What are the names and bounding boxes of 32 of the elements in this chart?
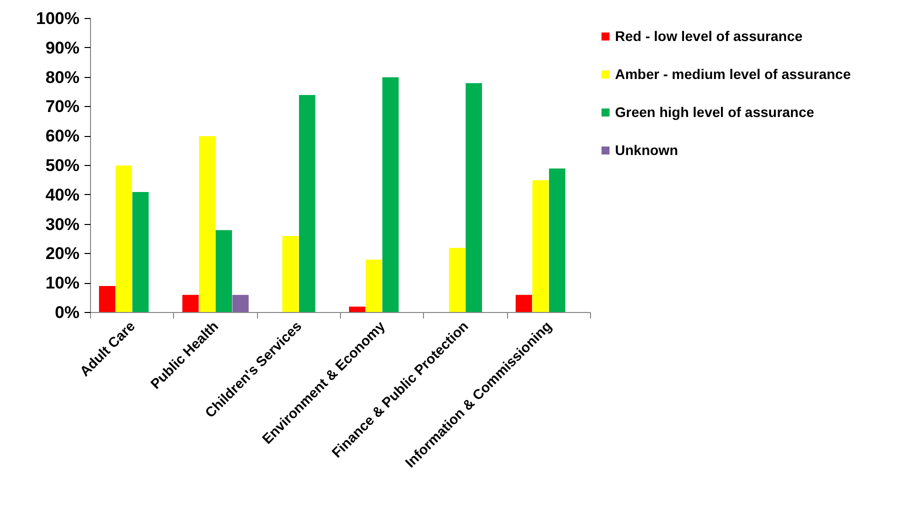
y-tick-label: 10%	[45, 274, 80, 293]
y-tick-label: 90%	[45, 38, 80, 58]
bar	[132, 192, 149, 312]
legend-label: Unknown	[615, 142, 678, 158]
bar	[549, 168, 566, 312]
y-tick-label: 30%	[45, 214, 80, 234]
legend-label: Green high level of assurance	[615, 104, 814, 120]
y-tick-label: 60%	[45, 126, 80, 146]
bar	[516, 294, 532, 312]
y-tick-label: 80%	[45, 68, 80, 87]
legend-label: Red - low level of assurance	[615, 28, 803, 44]
bar	[182, 294, 199, 312]
y-tick-label: 100%	[36, 9, 80, 28]
bar	[99, 286, 116, 312]
bar	[349, 306, 366, 312]
bar	[299, 94, 316, 312]
bar	[449, 248, 466, 312]
bar	[116, 166, 132, 312]
bar	[199, 136, 216, 312]
bar	[466, 83, 482, 312]
y-tick-label: 40%	[45, 185, 80, 204]
legend-label: Amber - medium level of assurance	[615, 66, 851, 82]
bar	[216, 230, 232, 312]
bar	[532, 180, 549, 312]
bar	[382, 77, 399, 312]
y-tick-label: 0%	[54, 303, 80, 322]
y-tick-label: 50%	[45, 156, 80, 175]
bar	[282, 236, 299, 312]
y-tick-label: 70%	[45, 97, 80, 116]
y-tick-label: 20%	[45, 244, 80, 264]
bar	[232, 294, 249, 312]
bar	[366, 260, 382, 312]
